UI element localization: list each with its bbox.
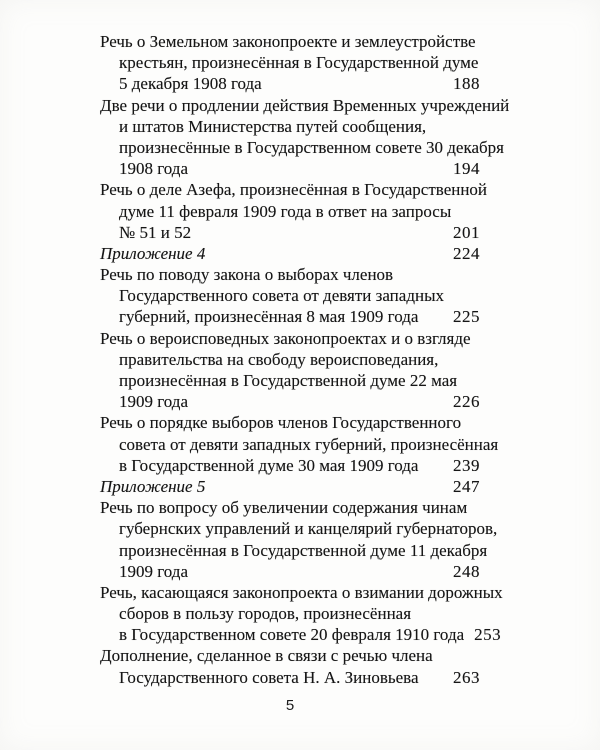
toc-line: губерний, произнесённая 8 мая 1909 года 2… (100, 306, 480, 327)
toc-line: 5 декабря 1908 года 188 (100, 73, 480, 94)
toc-entry: Речь, касающаяся законопроекта о взимани… (100, 582, 503, 646)
toc-line-text: Речь о вероисповедных законопроектах и о… (100, 328, 471, 348)
toc-line: Речь о деле Азефа, произнесённая в Госуд… (100, 179, 487, 200)
toc-line: думе 11 февраля 1909 года в ответ на зап… (100, 201, 480, 222)
toc-entry: Две речи о продлении действия Временных … (100, 95, 509, 180)
toc-line: № 51 и 52 201 (100, 222, 480, 243)
toc-line: Речь о Земельном законопроекте и землеус… (100, 31, 480, 52)
toc-line: сборов в пользу городов, произнесённая (100, 603, 480, 624)
toc-line: произнесённые в Государственном совете 3… (100, 137, 504, 158)
toc-line: Речь, касающаяся законопроекта о взимани… (100, 582, 503, 603)
toc-line-text: Речь по вопросу об увеличении содержания… (100, 498, 468, 518)
toc-line-text: Приложение 5 (100, 476, 206, 496)
toc-page-number: 224 (453, 243, 480, 263)
toc-line: Речь о вероисповедных законопроектах и о… (100, 328, 480, 349)
toc-line-text: Дополнение, сделанное в связи с речью чл… (100, 646, 433, 666)
toc-line: произнесённая в Государственной думе 22 … (100, 370, 480, 391)
toc-line-text: губернских управлений и канцелярий губер… (119, 519, 498, 539)
toc-line: правительства на свободу вероисповедания… (100, 349, 480, 370)
toc-line: 1909 года 248 (100, 561, 480, 582)
toc-page-number: 194 (453, 159, 480, 179)
toc-line-text: Речь о порядке выборов членов Государств… (100, 413, 462, 433)
toc-line-text: в Государственном совете 20 февраля 1910… (119, 625, 465, 645)
toc-line-text: Речь, касающаяся законопроекта о взимани… (100, 582, 503, 602)
toc-line: Речь по вопросу об увеличении содержания… (100, 497, 480, 518)
toc-line-text: 5 декабря 1908 года (119, 74, 262, 94)
toc-entry: Речь по поводу закона о выборах членов Г… (100, 264, 480, 328)
toc-entry: Речь о деле Азефа, произнесённая в Госуд… (100, 179, 487, 243)
toc-line-text: Речь о Земельном законопроекте и землеус… (100, 32, 476, 51)
toc-entry: Дополнение, сделанное в связи с речью чл… (100, 645, 480, 687)
toc-page-number: 253 (474, 625, 502, 645)
toc-entry: Речь о вероисповедных законопроектах и о… (100, 328, 480, 413)
toc-line-text: произнесённая в Государственной думе 22 … (119, 371, 458, 390)
toc-line: и штатов Министерства путей сообщения, (100, 116, 480, 137)
toc-line: совета от девяти западных губерний, прои… (100, 434, 498, 455)
toc-line-text: крестьян, произнесённая в Государственно… (119, 53, 479, 73)
toc-line-text: в Государственной думе 30 мая 1909 года (119, 455, 419, 475)
toc-entry-appendix: Приложение 4 224 (100, 243, 480, 264)
toc-line-text: правительства на свободу вероисповедания… (119, 349, 439, 369)
folio-page-number: 5 (285, 697, 295, 714)
toc-line-text: думе 11 февраля 1909 года в ответ на зап… (119, 201, 452, 221)
toc-page-number: 248 (453, 561, 480, 581)
toc-line: Дополнение, сделанное в связи с речью чл… (100, 645, 480, 666)
toc-line: 1908 года 194 (100, 158, 480, 179)
toc-line-text: и штатов Министерства путей сообщения, (119, 116, 427, 136)
toc-page-number: 263 (453, 667, 480, 687)
toc-line-text: Государственного совета Н. А. Зиновьева (119, 667, 419, 687)
toc-line: Приложение 4 224 (100, 243, 480, 264)
toc-page-number: 188 (453, 74, 480, 94)
toc-line: Речь по поводу закона о выборах членов (100, 264, 480, 285)
toc-entry-appendix: Приложение 5 247 (100, 476, 480, 497)
toc-line-text: произнесённые в Государственном совете 3… (119, 137, 504, 157)
toc-line: Приложение 5 247 (100, 476, 480, 497)
toc-page-number: 239 (453, 455, 480, 475)
toc-line-text: № 51 и 52 (119, 222, 192, 242)
toc-entry: Речь о порядке выборов членов Государств… (100, 412, 498, 476)
toc-line: крестьян, произнесённая в Государственно… (100, 52, 480, 73)
toc-line-text: Приложение 4 (100, 243, 206, 263)
table-of-contents: Речь о Земельном законопроекте и землеус… (100, 31, 509, 688)
toc-line: Государственного совета Н. А. Зиновьева 2… (100, 667, 480, 688)
toc-line: произнесённая в Государственной думе 11 … (100, 540, 487, 561)
toc-line: в Государственном совете 20 февраля 1910… (100, 624, 501, 645)
toc-line: Две речи о продлении действия Временных … (100, 95, 509, 116)
toc-page-number: 225 (453, 307, 480, 327)
toc-line: Речь о порядке выборов членов Государств… (100, 412, 480, 433)
toc-line: в Государственной думе 30 мая 1909 года 2… (100, 455, 480, 476)
toc-line-text: 1909 года (119, 392, 189, 412)
toc-entry: Речь по вопросу об увеличении содержания… (100, 497, 497, 582)
toc-line: 1909 года 226 (100, 391, 480, 412)
toc-entry: Речь о Земельном законопроекте и землеус… (100, 31, 480, 95)
toc-line-text: губерний, произнесённая 8 мая 1909 года (119, 307, 419, 327)
toc-line-text: сборов в пользу городов, произнесённая (119, 604, 412, 624)
toc-line-text: Государственного совета от девяти западн… (119, 286, 444, 306)
toc-line-text: произнесённая в Государственной думе 11 … (119, 540, 488, 560)
toc-line: губернских управлений и канцелярий губер… (100, 518, 497, 539)
toc-page-number: 201 (453, 222, 480, 242)
toc-line-text: Две речи о продлении действия Временных … (100, 95, 510, 115)
toc-page-number: 226 (453, 392, 480, 412)
toc-line: Государственного совета от девяти западн… (100, 285, 480, 306)
toc-line-text: совета от девяти западных губерний, прои… (119, 434, 499, 454)
toc-page-number: 247 (453, 476, 480, 496)
toc-line-text: 1908 года (119, 159, 189, 179)
toc-line-text: Речь о деле Азефа, произнесённая в Госуд… (100, 180, 488, 200)
toc-line-text: 1909 года (119, 561, 189, 581)
toc-line-text: Речь по поводу закона о выборах членов (100, 265, 394, 285)
